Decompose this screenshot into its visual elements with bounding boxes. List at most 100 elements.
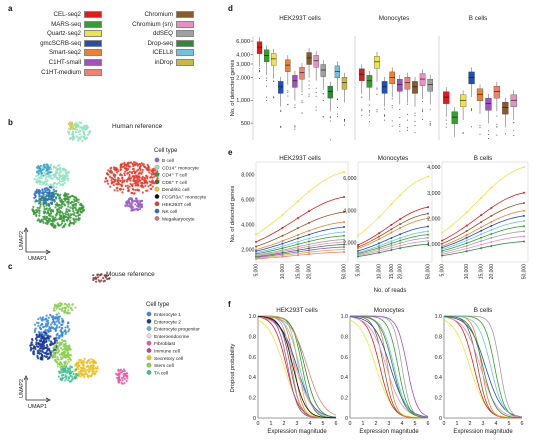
- saturation-curve: [255, 196, 345, 243]
- y-tick-label-d: 1,000: [236, 98, 250, 104]
- dropout-curve: [257, 315, 337, 416]
- outlier-point: [406, 119, 408, 121]
- umap-x-label: UMAP1: [28, 256, 47, 260]
- box: [320, 64, 326, 77]
- curve-point: [357, 255, 359, 258]
- legend-label: gmcSCRB-seq: [40, 39, 81, 47]
- x-tick-label-f: 6: [427, 421, 430, 427]
- legend-swatch: [176, 39, 194, 47]
- saturation-curve: [255, 249, 345, 259]
- outlier-point: [406, 129, 408, 131]
- human-reference-title: Human reference: [112, 123, 163, 130]
- curve-point: [490, 232, 493, 235]
- cell-type-legend-label: Enteroendocrine: [154, 334, 190, 340]
- legend-dot: [154, 201, 160, 207]
- outlier-point: [384, 115, 386, 117]
- outlier-point: [294, 128, 296, 130]
- saturation-curve: [357, 243, 429, 257]
- curve-point: [343, 211, 345, 213]
- outlier-point: [399, 130, 401, 132]
- outlier-point: [315, 95, 317, 97]
- curve-point: [490, 206, 493, 209]
- curve-point: [307, 190, 310, 193]
- outlier-point: [280, 126, 282, 128]
- cell-type-legend-label: NK cell: [162, 209, 177, 215]
- outlier-point: [315, 109, 317, 111]
- cluster-hek293t: [103, 161, 160, 195]
- outlier-point: [422, 108, 424, 110]
- curve-point: [480, 233, 483, 236]
- y-tick-label-e: 8,000: [241, 173, 254, 179]
- curve-point: [523, 191, 525, 194]
- legend-dot: [146, 348, 152, 353]
- outlier-point: [391, 107, 393, 109]
- legend-item-drop-seq: Drop-seq: [114, 39, 194, 48]
- x-tick-label-e: 50,000: [342, 264, 348, 280]
- outlier-point: [479, 126, 481, 128]
- box: [419, 73, 426, 86]
- box: [256, 41, 263, 54]
- outlier-point: [259, 71, 261, 73]
- x-tick-label-f: 4: [401, 421, 404, 427]
- outlier-point: [308, 80, 310, 82]
- cluster-dendritic: [67, 121, 78, 130]
- curve-point: [296, 249, 299, 252]
- curve-point: [357, 234, 359, 237]
- curve-point: [480, 243, 483, 246]
- curve-point: [296, 254, 299, 257]
- legend-label: Quartz-seq2: [46, 30, 81, 38]
- y-tick-label-e: 2,000: [343, 241, 356, 247]
- curve-point: [427, 212, 429, 215]
- legend-swatch: [176, 20, 194, 28]
- dropout-curve: [257, 316, 337, 418]
- curve-point: [390, 236, 393, 239]
- curve-point: [441, 245, 443, 248]
- saturation-curve: [357, 234, 429, 254]
- outlier-point: [361, 108, 363, 110]
- y-tick-label-d: 2,000: [236, 75, 250, 81]
- outlier-point: [259, 77, 261, 79]
- curve-point: [296, 200, 299, 203]
- outlier-point: [414, 112, 416, 114]
- outlier-point: [301, 101, 303, 103]
- outlier-point: [496, 115, 498, 117]
- cell-type-legend-label: Immune cell: [154, 349, 180, 355]
- box: [493, 85, 500, 99]
- curve-point: [378, 248, 381, 251]
- saturation-curve: [255, 211, 345, 247]
- panel-label-d: d: [228, 4, 233, 13]
- curve-point: [523, 225, 525, 228]
- outlier-point: [315, 91, 317, 93]
- legend-dot: [154, 194, 160, 199]
- curve-point: [490, 244, 493, 247]
- cell-type-legend-label: FCGR3A⁺ monocyte: [162, 195, 206, 201]
- y-tick-label-d: 3,000: [236, 62, 250, 68]
- box-plot-panel-d: No. of detected genes 500 1,000 2,000 3,000 4…: [230, 15, 517, 141]
- box: [451, 111, 458, 124]
- outlier-point: [329, 117, 331, 119]
- cell-type-legend-label: TA cell: [154, 370, 168, 376]
- curve-point: [296, 240, 299, 243]
- curve-point: [465, 247, 468, 250]
- legend-dot: [154, 157, 160, 163]
- outlier-point: [471, 126, 473, 128]
- legend-label: MARS-seq: [51, 20, 81, 28]
- outlier-point: [376, 87, 378, 89]
- curve-point: [255, 233, 257, 236]
- mouse-reference-title: Mouse reference: [106, 271, 155, 278]
- y-tick-label-d: 6,000: [236, 39, 250, 45]
- curve-point: [378, 244, 381, 247]
- outlier-point: [513, 135, 515, 137]
- outlier-point: [422, 101, 424, 103]
- curve-point: [441, 254, 443, 257]
- curve-point: [427, 175, 429, 178]
- x-tick-label-f: 3: [482, 421, 485, 427]
- outlier-point: [496, 134, 498, 136]
- curve-point: [378, 242, 381, 245]
- outlier-point: [273, 97, 275, 99]
- outlier-point: [273, 80, 275, 82]
- saturation-curve: [441, 241, 525, 257]
- curve-point: [255, 257, 257, 260]
- y-tick-label-e: 1,000: [427, 242, 440, 248]
- x-tick-label-e: 50,000: [426, 264, 432, 280]
